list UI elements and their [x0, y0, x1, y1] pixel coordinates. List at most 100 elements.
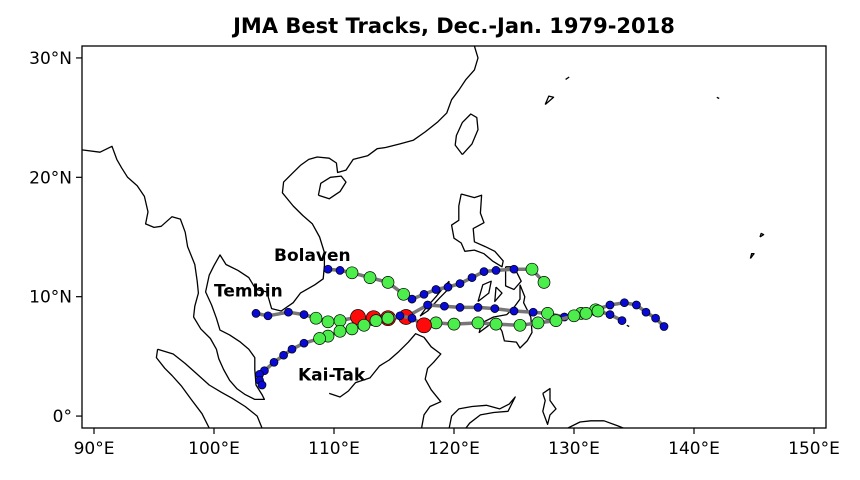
coastline-1	[317, 175, 347, 200]
map-title: JMA Best Tracks, Dec.-Jan. 1979-2018	[231, 14, 675, 38]
track-point-kai-tak-19	[333, 324, 347, 338]
track-point-tembin-24	[299, 310, 309, 319]
track-point-kai-tak-11	[429, 316, 443, 330]
track-point-kai-tak-5	[549, 314, 563, 327]
storm-label-kai-tak: Kai-Tak	[298, 365, 366, 385]
storm-label-tembin: Tembin	[214, 282, 283, 302]
coastline-12	[567, 420, 624, 428]
storm-labels: Bolaven Tembin Kai-Tak	[214, 246, 366, 385]
track-point-kai-tak-4	[567, 309, 581, 323]
y-tick-label: 10°N	[29, 288, 72, 308]
x-tick-label: 100°E	[188, 439, 240, 459]
coastline-0	[82, 46, 479, 401]
track-point-tembin-10	[528, 307, 538, 317]
track-point-bolaven-2	[509, 264, 519, 274]
x-tick-label: 130°E	[548, 439, 600, 459]
track-point-bolaven-0	[537, 276, 551, 289]
track-point-tembin-5	[605, 300, 615, 310]
track-point-kai-tak-13	[407, 313, 417, 323]
x-tick-label: 140°E	[668, 439, 720, 459]
track-point-tembin-1	[651, 313, 660, 323]
track-point-tembin-13	[473, 303, 483, 312]
coastline-15	[749, 253, 755, 259]
track-point-tembin-27	[251, 309, 261, 318]
track-point-tembin-4	[620, 298, 629, 308]
track-point-kai-tak-14	[395, 311, 405, 321]
storm-label-bolaven: Bolaven	[274, 246, 351, 266]
coastline-11	[542, 387, 557, 426]
track-point-tembin-22	[321, 315, 335, 329]
x-tick-label: 150°E	[788, 439, 840, 459]
track-point-tembin-11	[509, 306, 519, 316]
track-point-bolaven-14	[345, 266, 359, 280]
coastline-16	[759, 232, 765, 238]
track-kai-tak	[255, 304, 627, 390]
track-point-bolaven-13	[363, 271, 377, 284]
coastline-13	[626, 324, 630, 328]
coastline-7	[328, 333, 442, 428]
track-point-tembin-21	[333, 314, 347, 327]
track-point-kai-tak-3	[579, 307, 593, 320]
coastline-2	[454, 113, 479, 156]
coastline-17	[544, 95, 555, 105]
track-point-bolaven-16	[323, 264, 333, 274]
coastline-8	[157, 348, 263, 428]
track-point-bolaven-7	[443, 282, 453, 292]
track-point-tembin-0	[659, 322, 669, 331]
y-tick-label: 0°	[53, 407, 72, 427]
track-point-kai-tak-22	[299, 338, 309, 348]
track-point-kai-tak-6	[531, 316, 545, 330]
track-point-bolaven-1	[525, 262, 539, 276]
track-point-bolaven-8	[431, 285, 441, 294]
track-point-kai-tak-17	[357, 318, 371, 332]
track-point-bolaven-3	[491, 266, 501, 275]
track-point-tembin-15	[440, 301, 449, 311]
track-point-kai-tak-8	[489, 317, 503, 331]
x-tick-label: 110°E	[308, 439, 360, 459]
y-tick-label: 20°N	[29, 168, 72, 188]
track-bolaven	[323, 262, 551, 304]
track-point-kai-tak-23	[287, 344, 297, 354]
track-point-bolaven-12	[381, 276, 395, 289]
track-point-tembin-3	[632, 300, 641, 310]
coastline-3	[450, 193, 504, 268]
coastlines	[82, 46, 765, 428]
coastline-10	[448, 396, 516, 428]
track-point-kai-tak-9	[471, 316, 485, 330]
track-point-kai-tak-7	[513, 318, 527, 332]
track-point-tembin-12	[490, 304, 500, 313]
coastline-14	[716, 96, 720, 100]
track-point-tembin-23	[309, 311, 323, 325]
y-tick-label: 30°N	[29, 49, 72, 69]
track-point-tembin-25	[284, 307, 293, 317]
track-point-kai-tak-1	[605, 310, 615, 319]
track-point-bolaven-11	[397, 287, 410, 301]
coastline-9	[155, 349, 210, 428]
x-tick-label: 120°E	[428, 439, 480, 459]
track-point-bolaven-15	[335, 266, 345, 275]
track-point-kai-tak-10	[447, 317, 461, 331]
track-point-kai-tak-24	[279, 350, 288, 360]
track-point-tembin-14	[455, 303, 465, 312]
track-line-bolaven	[327, 267, 546, 301]
track-point-bolaven-9	[419, 289, 429, 299]
coastline-19	[477, 280, 492, 303]
track-point-kai-tak-12	[416, 317, 432, 334]
track-point-tembin-26	[263, 311, 273, 321]
track-point-kai-tak-2	[591, 304, 605, 318]
coastline-18	[565, 76, 570, 80]
track-point-kai-tak-21	[313, 332, 326, 345]
track-point-kai-tak-0	[617, 316, 627, 325]
track-point-kai-tak-18	[345, 322, 359, 336]
track-point-bolaven-5	[467, 273, 477, 282]
track-point-kai-tak-16	[369, 314, 383, 327]
storm-tracks	[251, 262, 669, 390]
coastline-20	[494, 286, 503, 303]
track-point-tembin-9	[541, 307, 554, 320]
track-point-kai-tak-25	[269, 357, 279, 367]
latitude-axis: 0° 10°N 20°N 30°N	[29, 49, 82, 427]
track-point-tembin-16	[423, 300, 432, 310]
track-point-kai-tak-15	[381, 311, 395, 325]
track-point-tembin-2	[641, 307, 651, 317]
